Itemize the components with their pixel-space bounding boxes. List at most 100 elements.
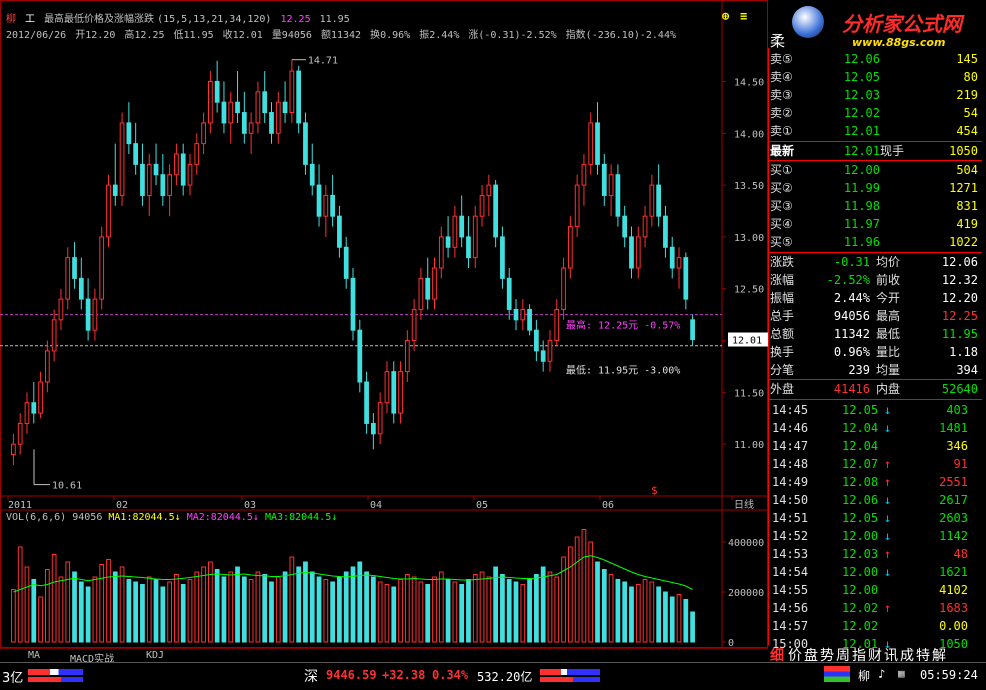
candle-body: [377, 402, 383, 435]
buy-row[interactable]: 买② 11.99 1271: [770, 179, 982, 197]
candle-body: [140, 163, 145, 196]
candle-body: [418, 277, 424, 310]
volume-bar: [500, 574, 505, 643]
candle-body: [309, 163, 315, 186]
tab-kdj[interactable]: KDJ: [146, 650, 165, 661]
stat-label: 总手: [770, 309, 795, 323]
tick-volume: 2617: [939, 493, 968, 507]
candle-body: [85, 298, 91, 331]
candle-body: [540, 350, 546, 362]
candle-body: [384, 371, 390, 404]
breadth-bar-2: [28, 677, 83, 682]
candle-body: [275, 101, 281, 134]
sell-row[interactable]: 卖① 12.01 454: [770, 122, 982, 140]
volume-bar: [534, 574, 539, 643]
volume-bar: [629, 586, 634, 643]
candle-body: [364, 381, 369, 424]
tab-macd[interactable]: MACD实战: [70, 654, 115, 665]
volume-bar: [275, 576, 281, 643]
volume-bar: [384, 584, 390, 643]
tab-ma[interactable]: MA: [28, 650, 41, 661]
sound-icon[interactable]: ♪: [878, 667, 886, 681]
sell-level-label: 卖④: [770, 70, 793, 84]
volume-bar: [459, 584, 465, 643]
candle-body: [214, 80, 220, 103]
down-arrow-icon: ↓: [884, 403, 892, 417]
candle-body: [445, 236, 451, 248]
tick-volume: 91: [953, 457, 968, 471]
buy-row[interactable]: 买④ 11.97 419: [770, 215, 982, 233]
volume-bar: [289, 556, 295, 643]
buy-row[interactable]: 买① 12.00 504: [770, 161, 982, 179]
volume-bar: [554, 576, 560, 643]
buy-price: 11.97: [843, 217, 880, 231]
indicator-icon[interactable]: 工: [25, 14, 36, 25]
quote-title: 柔: [770, 32, 786, 50]
volume-bar: [595, 561, 600, 643]
stat-label: 最高: [876, 309, 901, 323]
menu-icon[interactable]: ≡: [740, 9, 748, 23]
volume-bar: [262, 574, 268, 643]
inner-label: 内盘: [876, 382, 901, 396]
volume-ma-line: [13, 555, 693, 593]
vol-ma1-arrow-icon: ↓: [174, 512, 181, 523]
volume-bar: [214, 569, 220, 643]
buy-row[interactable]: 买⑤ 11.96 1022: [770, 233, 982, 251]
tick-volume: 1481: [939, 421, 968, 435]
stat-row: 总手 94056 最高 12.25: [770, 307, 982, 325]
volume-bar: [228, 571, 234, 643]
candle-body: [554, 308, 560, 342]
buy-row[interactable]: 买③ 11.98 831: [770, 197, 982, 215]
buy-level-label: 买③: [770, 199, 793, 213]
news-items[interactable]: 价盘势周指财讯成特解: [788, 648, 948, 664]
candle-body: [146, 163, 152, 196]
candle-body: [595, 122, 600, 165]
outer-label: 外盘: [770, 382, 795, 396]
tick-time: 14:52: [772, 529, 809, 543]
candle-body: [683, 257, 689, 300]
inner-value: 52640: [941, 382, 978, 396]
tick-row: 14:57 12.02 0.00: [770, 617, 982, 635]
candle-body: [167, 174, 172, 196]
sell-row[interactable]: 卖③ 12.03 219: [770, 86, 982, 104]
candle-body: [289, 70, 295, 114]
stock-tag[interactable]: 柳: [6, 14, 16, 25]
sell-row[interactable]: 卖④ 12.05 80: [770, 68, 982, 86]
vol-ma3: MA3:82044.5: [264, 512, 332, 523]
candle-body: [262, 91, 268, 114]
tick-price: 12.02: [842, 601, 879, 615]
volume-bar: [167, 581, 172, 643]
x-tick-label: 04: [370, 500, 382, 511]
volume-header: VOL(6,6,6) 94056 MA1:82044.5↓ MA2:82044.…: [6, 512, 337, 523]
vol-tick-label: 200000: [728, 588, 764, 599]
kline-chart[interactable]: 14.5014.0013.5013.0012.5012.0011.5011.00…: [0, 0, 768, 648]
tick-row: 14:56 12.02 ↑ 1683: [770, 599, 982, 617]
status-stock-tag[interactable]: 柳: [858, 669, 871, 683]
candle-body: [404, 340, 410, 373]
buy-volume: 1271: [949, 181, 978, 195]
latest-price: 12.01: [843, 144, 880, 158]
volume-bar: [350, 566, 356, 643]
x-tick-label: 03: [244, 500, 256, 511]
tick-time: 14:55: [772, 583, 809, 597]
sell-row[interactable]: 卖② 12.02 54: [770, 104, 982, 122]
chart-border: [0, 0, 768, 648]
sell-row[interactable]: 卖⑤ 12.06 145: [770, 50, 982, 68]
volume-bar: [377, 581, 383, 643]
candle-body: [296, 70, 302, 124]
vol-tick-label: 400000: [728, 538, 764, 549]
tick-time: 14:54: [772, 565, 809, 579]
tick-volume: 0.00: [939, 619, 968, 633]
lock-icon[interactable]: ⊕: [722, 9, 730, 23]
sell-price: 12.03: [843, 88, 880, 102]
volume-bar: [486, 576, 492, 643]
bar-amplitude: 振2.44%: [419, 30, 460, 41]
price-tick-label: 14.50: [734, 77, 764, 88]
tick-time: 14:56: [772, 601, 809, 615]
market-tag[interactable]: 深: [304, 669, 318, 685]
grid-icon[interactable]: ▦: [898, 667, 905, 680]
candle-body: [160, 174, 166, 196]
volume-bar: [330, 581, 335, 643]
stat-value: -2.52%: [826, 273, 870, 287]
volume-bar: [133, 581, 139, 643]
